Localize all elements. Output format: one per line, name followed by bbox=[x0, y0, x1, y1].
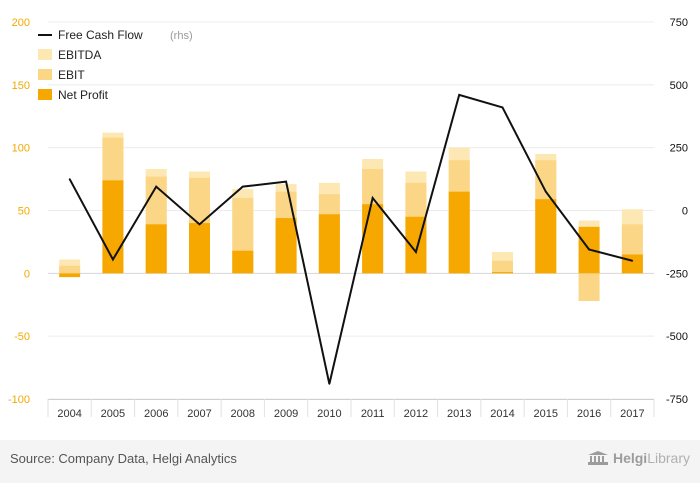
x-tick-label: 2005 bbox=[101, 408, 125, 420]
legend-ebitda-label: EBITDA bbox=[58, 48, 101, 62]
right-tick-label: -500 bbox=[666, 331, 688, 343]
free-cash-flow-point bbox=[501, 106, 504, 109]
left-tick-label: 200 bbox=[12, 17, 30, 29]
x-tick-label: 2015 bbox=[534, 408, 558, 420]
free-cash-flow-point bbox=[285, 180, 287, 183]
ebit-bar bbox=[492, 260, 513, 274]
free-cash-flow-point bbox=[112, 258, 114, 261]
free-cash-flow-line bbox=[68, 93, 633, 385]
net-profit-bar bbox=[448, 191, 470, 274]
brand-logo: HelgiLibrary bbox=[587, 450, 690, 466]
brand-name: Helgi bbox=[612, 450, 648, 466]
right-tick-label: 750 bbox=[670, 17, 688, 29]
net-profit-bar bbox=[492, 272, 513, 274]
legend-ebit-label: EBIT bbox=[58, 68, 85, 82]
right-tick-label: 500 bbox=[670, 80, 688, 92]
left-tick-label: 0 bbox=[24, 268, 30, 280]
left-tick-label: -50 bbox=[14, 331, 30, 343]
legend-fcf-label: Free Cash Flow bbox=[58, 28, 143, 42]
right-tick-label: 0 bbox=[682, 206, 688, 218]
free-cash-flow-point bbox=[588, 248, 590, 251]
x-tick-label: 2012 bbox=[404, 408, 428, 420]
x-tick-label: 2011 bbox=[361, 408, 385, 420]
left-tick-label: 150 bbox=[12, 80, 30, 92]
net-profit-bar bbox=[189, 223, 210, 274]
free-cash-flow-point bbox=[371, 197, 374, 199]
free-cash-flow-point bbox=[631, 259, 634, 262]
free-cash-flow-point bbox=[241, 185, 244, 188]
net-profit-bar bbox=[621, 254, 643, 274]
free-cash-flow-point bbox=[458, 94, 461, 96]
net-profit-bar bbox=[275, 218, 297, 274]
legend-net-profit-swatch bbox=[38, 89, 52, 100]
x-tick-label: 2016 bbox=[577, 408, 601, 420]
legend-fcf-unit: (rhs) bbox=[170, 30, 193, 42]
ebit-bar bbox=[578, 273, 600, 301]
right-tick-label: -250 bbox=[666, 268, 688, 280]
net-profit-bar bbox=[145, 224, 167, 274]
right-tick-label: -750 bbox=[666, 394, 688, 406]
free-cash-flow-point bbox=[328, 383, 331, 385]
net-profit-bar bbox=[362, 204, 384, 274]
x-tick-label: 2006 bbox=[144, 408, 168, 420]
free-cash-flow-point bbox=[544, 190, 547, 193]
x-tick-label: 2014 bbox=[490, 408, 514, 420]
legend-ebit-swatch bbox=[38, 69, 52, 80]
x-tick-label: 2004 bbox=[57, 408, 81, 420]
legend-ebitda-swatch bbox=[38, 49, 52, 60]
net-profit-bar bbox=[232, 250, 254, 274]
x-tick-label: 2009 bbox=[274, 408, 298, 420]
chart: 200150100500-50-1007505002500-250-500-75… bbox=[8, 17, 688, 420]
legend-net-profit-label: Net Profit bbox=[58, 88, 109, 102]
x-tick-label: 2017 bbox=[620, 408, 644, 420]
footer: Source: Company Data, Helgi Analytics He… bbox=[0, 440, 700, 483]
source-note: Source: Company Data, Helgi Analytics bbox=[10, 451, 237, 466]
x-tick-label: 2008 bbox=[231, 408, 255, 420]
legend: Free Cash Flow (rhs) EBITDA EBIT Net Pro… bbox=[38, 28, 193, 102]
net-profit-bar bbox=[318, 214, 340, 274]
net-profit-bar bbox=[535, 199, 557, 274]
free-cash-flow-point bbox=[68, 178, 71, 180]
left-tick-label: -100 bbox=[8, 394, 30, 406]
ebit-bar bbox=[59, 265, 81, 274]
right-tick-label: 250 bbox=[670, 143, 688, 155]
building-icon bbox=[587, 451, 608, 465]
left-tick-label: 100 bbox=[12, 143, 30, 155]
left-tick-label: 50 bbox=[18, 206, 30, 218]
x-tick-label: 2007 bbox=[187, 408, 211, 420]
x-tick-label: 2010 bbox=[317, 408, 341, 420]
free-cash-flow-point bbox=[155, 185, 158, 188]
free-cash-flow-point bbox=[415, 251, 417, 253]
brand-suffix: Library bbox=[647, 450, 690, 466]
x-tick-label: 2013 bbox=[447, 408, 471, 420]
free-cash-flow-point bbox=[198, 223, 201, 226]
net-profit-bar bbox=[59, 273, 81, 278]
chart-area: 200 150 100 50 0 -50 -100 750 500 250 0 -250 -500 -75… bbox=[8, 17, 688, 420]
